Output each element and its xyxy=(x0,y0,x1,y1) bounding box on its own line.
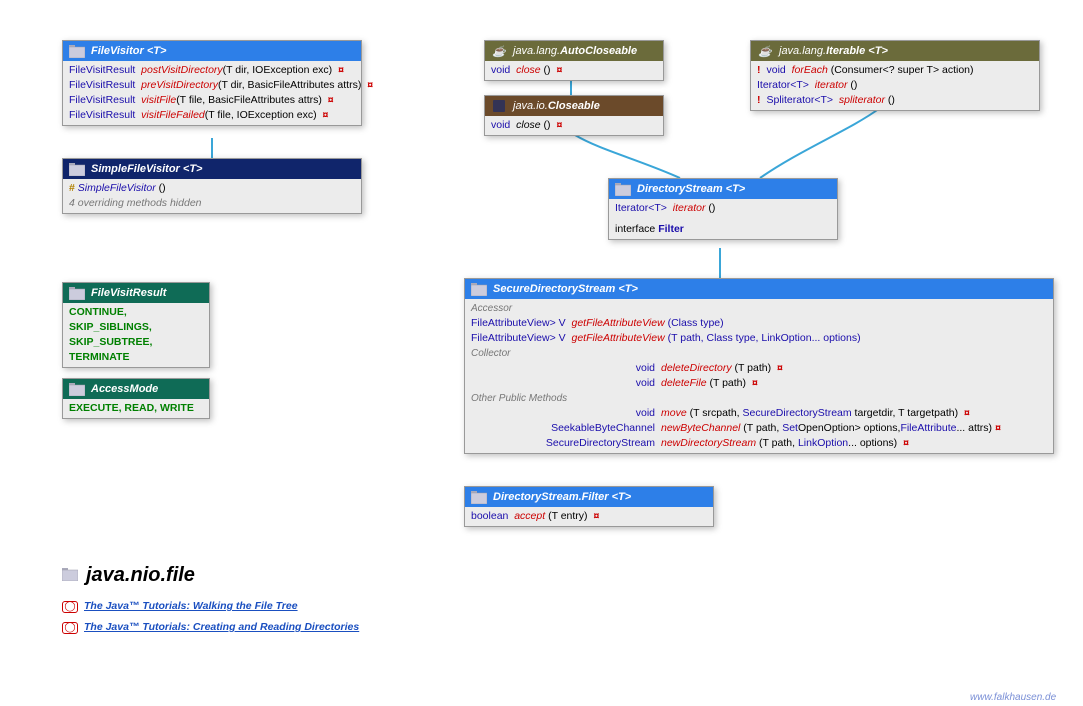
box-body: void close () ¤ xyxy=(485,116,663,135)
class-title: DirectoryStream.Filter <T> xyxy=(493,491,631,503)
class-title: java.io.Closeable xyxy=(513,100,600,112)
cup-icon: ☕ xyxy=(491,44,507,58)
tutorial-link[interactable]: ◯The Java™ Tutorials: Walking the File T… xyxy=(62,599,359,614)
box-body: AccessorFileAttributeView> V getFileAttr… xyxy=(465,299,1053,453)
footer-link[interactable]: www.falkhausen.de xyxy=(970,692,1056,703)
class-title: SecureDirectoryStream <T> xyxy=(493,283,638,295)
box-header: AccessMode xyxy=(63,379,209,399)
box-header: FileVisitor <T> xyxy=(63,41,361,61)
connector-line xyxy=(575,135,680,178)
connector-line xyxy=(760,108,880,178)
class-box-securedirectorystream: SecureDirectoryStream <T> AccessorFileAt… xyxy=(464,278,1054,454)
class-title: FileVisitor <T> xyxy=(91,45,166,57)
tutorial-links: ◯The Java™ Tutorials: Walking the File T… xyxy=(62,599,359,635)
oracle-icon: ◯ xyxy=(62,622,78,634)
folder-icon xyxy=(69,162,85,176)
class-box-filevisitresult: FileVisitResult CONTINUE,SKIP_SIBLINGS,S… xyxy=(62,282,210,368)
box-header: DirectoryStream.Filter <T> xyxy=(465,487,713,507)
class-box-iterable: ☕ java.lang.Iterable <T> !void forEach (… xyxy=(750,40,1040,111)
class-box-filevisitor: FileVisitor <T> FileVisitResult postVisi… xyxy=(62,40,362,126)
box-header: SecureDirectoryStream <T> xyxy=(465,279,1053,299)
folder-icon xyxy=(615,182,631,196)
box-body: boolean accept (T entry) ¤ xyxy=(465,507,713,526)
box-header: ☕ java.lang.Iterable <T> xyxy=(751,41,1039,61)
folder-icon xyxy=(62,568,78,584)
class-box-accessmode: AccessMode EXECUTE, READ, WRITE xyxy=(62,378,210,419)
class-box-simplefilevisitor: SimpleFileVisitor <T> # SimpleFileVisito… xyxy=(62,158,362,214)
class-box-closeable: java.io.Closeable void close () ¤ xyxy=(484,95,664,136)
box-body: # SimpleFileVisitor ()4 overriding metho… xyxy=(63,179,361,213)
class-box-autocloseable: ☕ java.lang.AutoCloseable void close () … xyxy=(484,40,664,81)
box-body: Iterator<T> iterator ()interface Filter xyxy=(609,199,837,239)
box-body: !void forEach (Consumer<? super T> actio… xyxy=(751,61,1039,110)
box-header: DirectoryStream <T> xyxy=(609,179,837,199)
tutorial-link[interactable]: ◯The Java™ Tutorials: Creating and Readi… xyxy=(62,620,359,635)
package-block: java.nio.file ◯The Java™ Tutorials: Walk… xyxy=(62,564,359,641)
box-body: void close () ¤ xyxy=(485,61,663,80)
cup-icon: ☕ xyxy=(757,44,773,58)
folder-icon xyxy=(69,286,85,300)
class-title: java.lang.Iterable <T> xyxy=(779,45,888,57)
class-title: SimpleFileVisitor <T> xyxy=(91,163,202,175)
package-name: java.nio.file xyxy=(86,564,195,587)
box-header: ☕ java.lang.AutoCloseable xyxy=(485,41,663,61)
disk-icon xyxy=(491,99,507,113)
class-title: java.lang.AutoCloseable xyxy=(513,45,637,57)
class-box-directorystream: DirectoryStream <T> Iterator<T> iterator… xyxy=(608,178,838,240)
class-box-directorystream-filter: DirectoryStream.Filter <T> boolean accep… xyxy=(464,486,714,527)
box-body: EXECUTE, READ, WRITE xyxy=(63,399,209,418)
box-header: java.io.Closeable xyxy=(485,96,663,116)
box-body: FileVisitResult postVisitDirectory(T dir… xyxy=(63,61,361,125)
box-body: CONTINUE,SKIP_SIBLINGS,SKIP_SUBTREE,TERM… xyxy=(63,303,209,367)
oracle-icon: ◯ xyxy=(62,601,78,613)
box-header: SimpleFileVisitor <T> xyxy=(63,159,361,179)
class-title: FileVisitResult xyxy=(91,287,166,299)
folder-icon xyxy=(471,282,487,296)
box-header: FileVisitResult xyxy=(63,283,209,303)
folder-icon xyxy=(69,44,85,58)
class-title: AccessMode xyxy=(91,383,158,395)
folder-icon xyxy=(69,382,85,396)
folder-icon xyxy=(471,490,487,504)
class-title: DirectoryStream <T> xyxy=(637,183,745,195)
